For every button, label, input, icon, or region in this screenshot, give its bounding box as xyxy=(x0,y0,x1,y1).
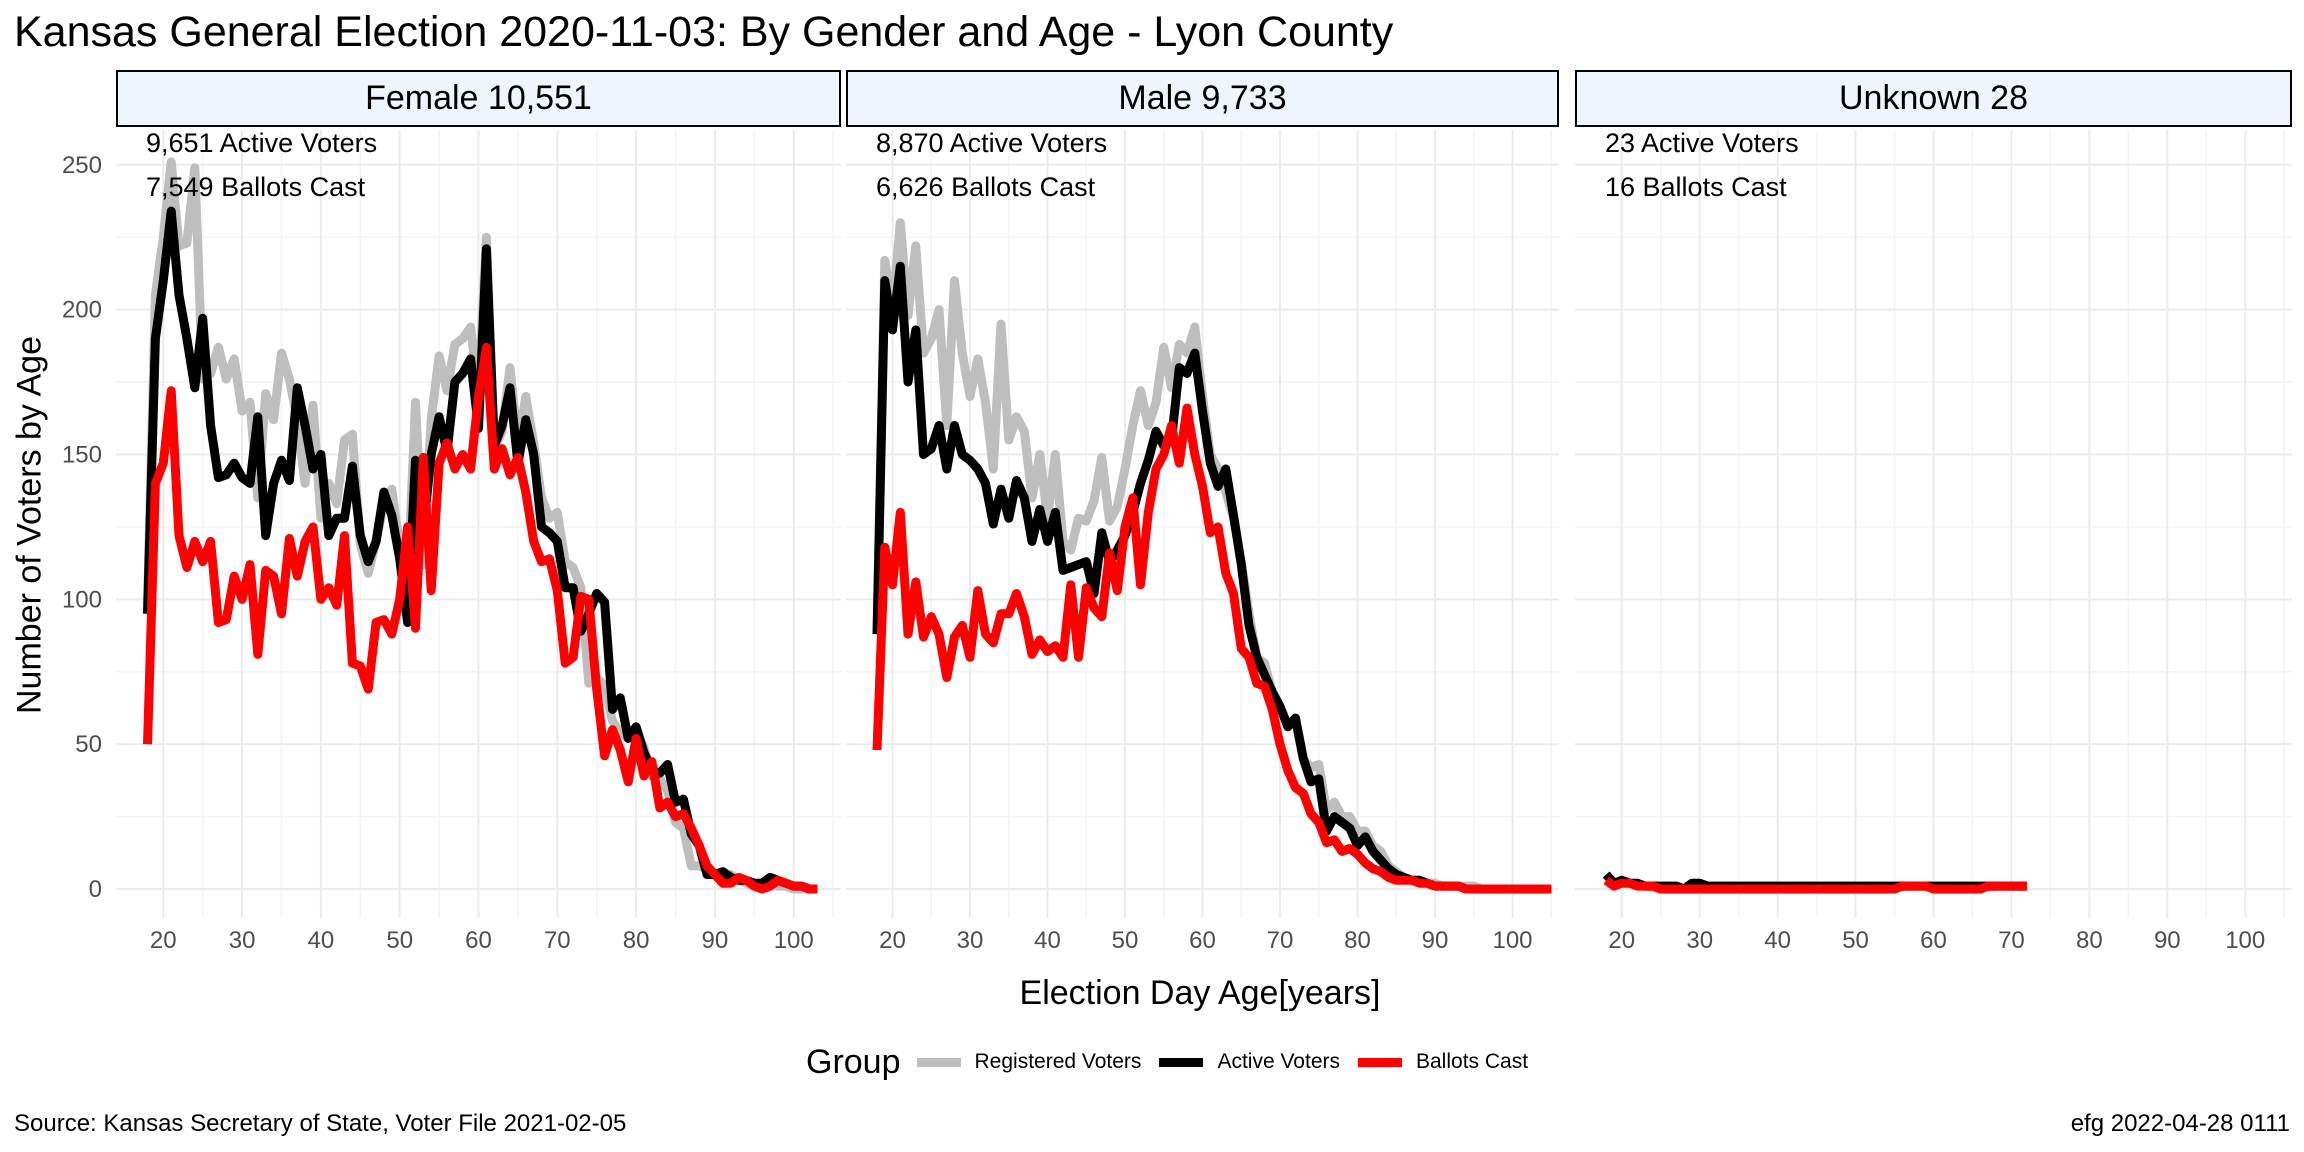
series-line-ballots-cast xyxy=(1603,876,2027,894)
y-tick-label: 150 xyxy=(62,441,102,468)
x-tick-label: 90 xyxy=(702,927,729,954)
legend-title: Group xyxy=(806,1042,901,1081)
x-tick-label: 70 xyxy=(1998,927,2025,954)
y-tick-label: 250 xyxy=(62,152,102,179)
x-tick-label: 90 xyxy=(2154,927,2181,954)
x-tick-label: 60 xyxy=(1189,927,1216,954)
x-tick-label: 30 xyxy=(957,927,984,954)
panel-strip-male: Male 9,733 xyxy=(846,70,1559,127)
panel-annotation: 23 Active Voters xyxy=(1605,128,1799,158)
x-tick-label: 20 xyxy=(879,927,906,954)
x-tick-label: 30 xyxy=(1686,927,1713,954)
y-axis-label: Number of Voters by Age xyxy=(10,336,49,714)
panel-strip-unknown: Unknown 28 xyxy=(1575,70,2292,127)
x-tick-label: 80 xyxy=(623,927,650,954)
legend-label-registered: Registered Voters xyxy=(974,1050,1142,1073)
panel-annotation: 8,870 Active Voters xyxy=(876,128,1107,158)
panel-annotation: 7,549 Ballots Cast xyxy=(146,172,366,202)
legend-key-ballots xyxy=(1358,1057,1402,1067)
x-tick-label: 70 xyxy=(1267,927,1294,954)
x-axis-label: Election Day Age[years] xyxy=(1019,974,1381,1012)
panel-annotation: 6,626 Ballots Cast xyxy=(876,172,1096,202)
series-line-active-voters xyxy=(143,206,818,894)
y-tick-label: 100 xyxy=(62,586,102,613)
panel-annotation: 9,651 Active Voters xyxy=(146,128,377,158)
x-tick-label: 40 xyxy=(1764,927,1791,954)
series-line-ballots-cast xyxy=(143,342,818,894)
x-tick-label: 60 xyxy=(465,927,492,954)
x-tick-label: 80 xyxy=(2076,927,2103,954)
x-tick-label: 100 xyxy=(774,927,814,954)
x-tick-label: 60 xyxy=(1920,927,1947,954)
panel-annotation: 16 Ballots Cast xyxy=(1605,172,1787,202)
legend-key-registered xyxy=(916,1057,961,1067)
x-tick-label: 40 xyxy=(308,927,335,954)
legend-item-ballots: Ballots Cast xyxy=(1358,1050,1528,1074)
legend: Group Registered Voters Active Voters Ba… xyxy=(806,1040,1546,1084)
x-tick-label: 20 xyxy=(150,927,177,954)
source-caption: Source: Kansas Secretary of State, Voter… xyxy=(14,1110,627,1137)
legend-key-active xyxy=(1159,1057,1204,1067)
x-tick-label: 100 xyxy=(2225,927,2265,954)
y-tick-label: 200 xyxy=(62,297,102,324)
timestamp-caption: efg 2022-04-28 0111 xyxy=(2070,1110,2290,1137)
x-tick-label: 50 xyxy=(386,927,413,954)
legend-item-active: Active Voters xyxy=(1159,1050,1340,1074)
y-tick-label: 0 xyxy=(89,876,102,903)
x-tick-label: 70 xyxy=(544,927,571,954)
x-tick-label: 40 xyxy=(1034,927,1061,954)
x-tick-label: 30 xyxy=(229,927,256,954)
legend-label-ballots: Ballots Cast xyxy=(1416,1050,1529,1073)
x-tick-label: 20 xyxy=(1608,927,1635,954)
x-tick-label: 90 xyxy=(1422,927,1449,954)
legend-label-active: Active Voters xyxy=(1217,1050,1340,1073)
x-tick-label: 100 xyxy=(1492,927,1532,954)
y-tick-label: 50 xyxy=(75,731,102,758)
series-line-ballots-cast xyxy=(872,403,1552,894)
page-title: Kansas General Election 2020-11-03: By G… xyxy=(14,8,1394,56)
x-tick-label: 50 xyxy=(1842,927,1869,954)
x-tick-label: 80 xyxy=(1344,927,1371,954)
panel-strip-female: Female 10,551 xyxy=(116,70,841,127)
x-tick-label: 50 xyxy=(1112,927,1139,954)
legend-item-registered: Registered Voters xyxy=(916,1050,1142,1074)
series-line-registered-voters xyxy=(872,218,1552,894)
